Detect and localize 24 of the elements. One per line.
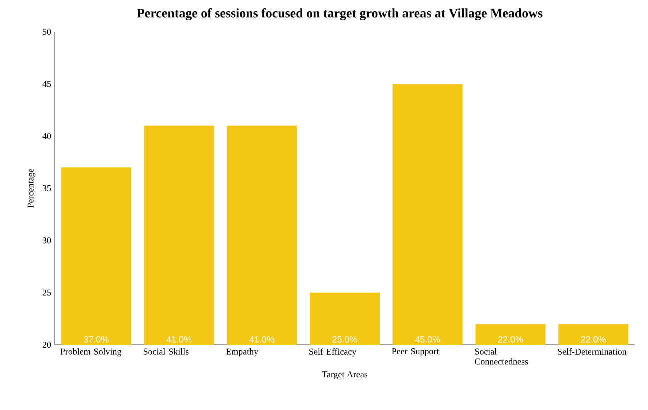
data-label: 25.0% [332, 336, 358, 343]
y-tick-label: 50 [43, 28, 52, 36]
chart-title: Percentage of sessions focused on target growth areas at Village Meadows [137, 8, 543, 20]
x-tick-label: Social Connectedness [475, 348, 528, 365]
y-tick-label: 40 [42, 133, 52, 140]
x-tick-label: Social Skills [144, 348, 189, 355]
data-label: 45.0% [415, 336, 440, 343]
y-tick-label: 35 [42, 185, 52, 192]
data-label: 41.0% [250, 336, 275, 343]
x-tick-label: Self Efficacy [310, 348, 357, 357]
y-axis-title: Percentage [28, 169, 36, 208]
data-label: 37.0% [84, 336, 109, 343]
x-tick-label: Self-Determination [558, 348, 627, 355]
data-label: 22.0% [498, 336, 524, 343]
y-tick-label: 25 [42, 290, 52, 296]
x-axis-title: Target Areas [322, 372, 368, 380]
x-tick-label: Peer Support [392, 348, 440, 356]
y-tick-label: 20 [42, 342, 52, 348]
x-tick-label: Problem Solving [60, 348, 122, 357]
x-tick-label: Empathy [226, 348, 258, 357]
data-label: 22.0% [581, 336, 606, 343]
data-label: 41.0% [166, 336, 192, 343]
y-tick-label: 30 [42, 238, 52, 244]
y-tick-label: 45 [42, 81, 52, 88]
